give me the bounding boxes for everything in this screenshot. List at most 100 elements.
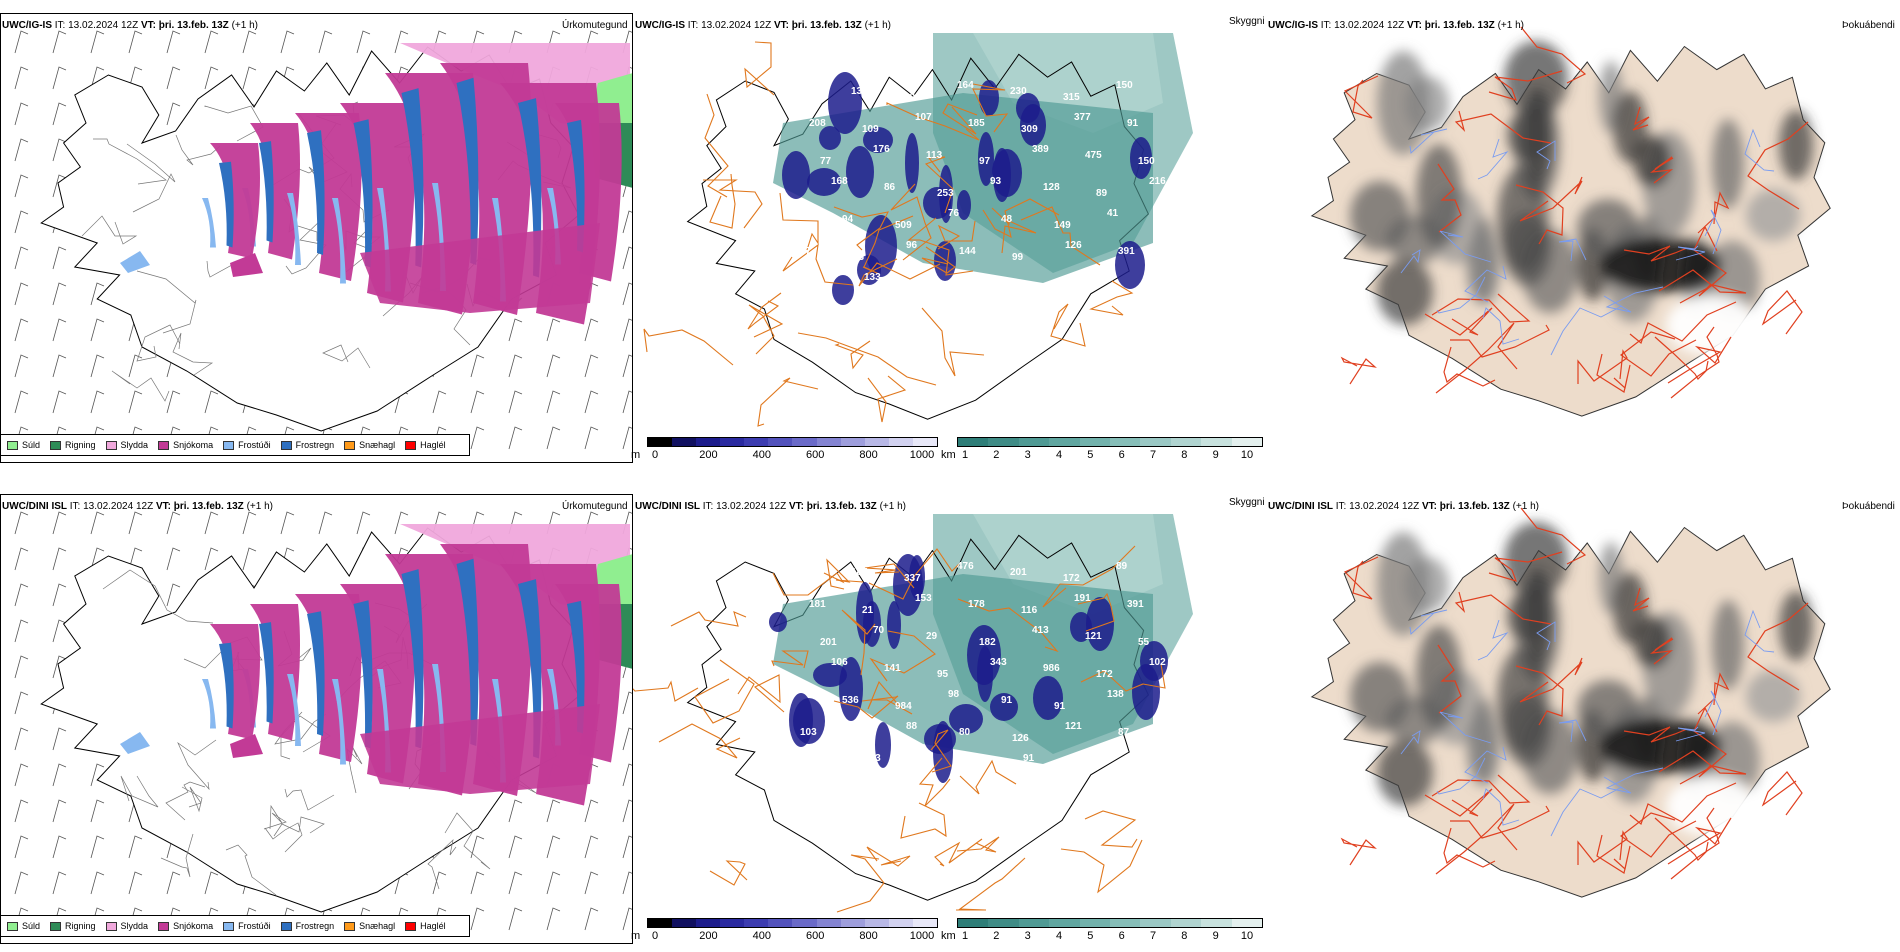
visibility-label: 230 xyxy=(1010,86,1027,97)
colorbar-gradient xyxy=(647,437,938,447)
visibility-label: 70 xyxy=(873,625,885,636)
vt-value: þri. 13.feb. 13Z xyxy=(806,501,877,512)
legend-label: Snæhagl xyxy=(359,921,396,931)
legend-item: Slydda xyxy=(105,921,148,931)
visibility-label: 41 xyxy=(1107,208,1119,219)
model-name: UWC/DINI ISL xyxy=(635,501,700,512)
visibility-label: 536 xyxy=(842,695,859,706)
visibility-label: 984 xyxy=(895,701,912,712)
lead-time: (+1 h) xyxy=(246,501,273,512)
visibility-label: 343 xyxy=(990,657,1007,668)
legend-swatch xyxy=(158,440,170,450)
visibility-label: 87 xyxy=(1118,727,1130,738)
legend-label: Súld xyxy=(22,440,41,450)
visibility-label: 29 xyxy=(926,631,938,642)
colorbar-tick: 800 xyxy=(859,930,878,942)
colorbar-gradient xyxy=(957,437,1263,447)
colorbar-unit: km xyxy=(941,930,956,942)
vt-label: VT: xyxy=(155,501,171,512)
it-label: IT: xyxy=(1335,501,1347,512)
visibility-label: 121 xyxy=(798,561,815,572)
legend-label: Frostúði xyxy=(238,921,271,931)
visibility-label: 91 xyxy=(1023,753,1035,764)
visibility-label: 88 xyxy=(906,721,918,732)
visibility-label: 138 xyxy=(1107,689,1124,700)
visibility-label: 208 xyxy=(809,118,826,129)
visibility-label: 128 xyxy=(1043,182,1060,193)
visibility-label: 253 xyxy=(937,188,954,199)
colorbar-tick: 2 xyxy=(993,449,1000,461)
visibility-label: 86 xyxy=(884,182,896,193)
legend-label: Súld xyxy=(22,921,41,931)
run-header-fog-bottom: UWC/DINI ISL IT: 13.02.2024 12Z VT: þri.… xyxy=(1268,501,1539,512)
legend-swatch xyxy=(223,440,235,450)
visibility-label: 95 xyxy=(937,669,949,680)
it-value: 13.02.2024 12Z xyxy=(68,20,139,31)
colorbar-tick: 400 xyxy=(752,930,771,942)
colorbar-tick: 7 xyxy=(1149,449,1157,461)
lead-time: (+1 h) xyxy=(879,501,906,512)
colorbar-m: m 0 200 400 600 800 1000 xyxy=(631,918,938,952)
visibility-label: 77 xyxy=(820,156,832,167)
legend-swatch xyxy=(344,921,356,931)
legend-label: Rigning xyxy=(65,921,96,931)
legend-item: Slydda xyxy=(105,440,148,450)
colorbar-tick: 400 xyxy=(752,449,771,461)
fog-map xyxy=(1310,507,1831,898)
legend-swatch xyxy=(158,921,170,931)
precip-legend: Súld Rigning Slydda Snjókoma Frostúði Frostre… xyxy=(0,434,470,456)
visibility-label: 88 xyxy=(798,80,810,91)
map-frame xyxy=(0,13,633,463)
visibility-label: 93 xyxy=(990,176,1002,187)
it-label: IT: xyxy=(1320,20,1332,31)
visibility-label: 121 xyxy=(1085,631,1102,642)
legend-swatch xyxy=(405,921,417,931)
visibility-label: 413 xyxy=(1032,625,1049,636)
panel-title-fog: Þokuábendi xyxy=(1842,501,1895,512)
legend-swatch xyxy=(223,921,235,931)
colorbar-tick: 10 xyxy=(1240,930,1254,942)
legend-swatch xyxy=(105,921,117,931)
colorbar-tick: 5 xyxy=(1087,930,1094,942)
visibility-label: 185 xyxy=(851,567,868,578)
colorbar-tick: 0 xyxy=(651,449,659,461)
vt-value: þri. 13.feb. 13Z xyxy=(1439,501,1510,512)
visibility-map: 88 136 302 164 230 315 150 208 109 107 185 309 377 91… xyxy=(643,33,1193,427)
colorbar-tick: 8 xyxy=(1181,930,1188,942)
visibility-label: 178 xyxy=(968,599,985,610)
legend-item: Haglél xyxy=(405,921,446,931)
lead-time: (+1 h) xyxy=(1497,20,1524,31)
visibility-label: 113 xyxy=(926,150,943,161)
colorbar-tick: 10 xyxy=(1240,449,1254,461)
visibility-label: 150 xyxy=(1116,80,1133,91)
visibility-label: 121 xyxy=(1065,721,1082,732)
fog-panel-top xyxy=(1266,13,1900,463)
visibility-label: 99 xyxy=(1012,252,1024,263)
panel-title-visibility: Skyggni xyxy=(1229,16,1265,27)
model-name: UWC/IG-IS xyxy=(1268,20,1318,31)
colorbar-gradient xyxy=(647,918,938,928)
visibility-label: 201 xyxy=(1010,567,1027,578)
legend-swatch xyxy=(7,440,18,450)
vt-label: VT: xyxy=(1421,501,1437,512)
visibility-label: 133 xyxy=(864,272,881,283)
precip-panel-bottom xyxy=(0,494,633,944)
visibility-label: 391 xyxy=(1118,246,1135,257)
lead-time: (+1 h) xyxy=(231,20,258,31)
visibility-label: 172 xyxy=(1096,669,1113,680)
colorbar-tick: 6 xyxy=(1118,449,1125,461)
legend-item: Rigning xyxy=(50,921,96,931)
legend-item: Súld xyxy=(7,440,40,450)
visibility-label: 89 xyxy=(1096,188,1108,199)
it-value: 13.02.2024 12Z xyxy=(1349,501,1420,512)
fog-panel-bottom xyxy=(1266,494,1900,944)
visibility-label: 63 xyxy=(853,252,865,263)
visibility-label: 94 xyxy=(842,214,854,225)
visibility-label: 182 xyxy=(979,637,996,648)
visibility-label: 201 xyxy=(820,637,837,648)
legend-item: Rigning xyxy=(50,440,96,450)
colorbar-tick: 5 xyxy=(1087,449,1094,461)
colorbar-tick: 6 xyxy=(1118,930,1125,942)
legend-swatch xyxy=(405,440,417,450)
legend-label: Frostregn xyxy=(295,440,335,450)
